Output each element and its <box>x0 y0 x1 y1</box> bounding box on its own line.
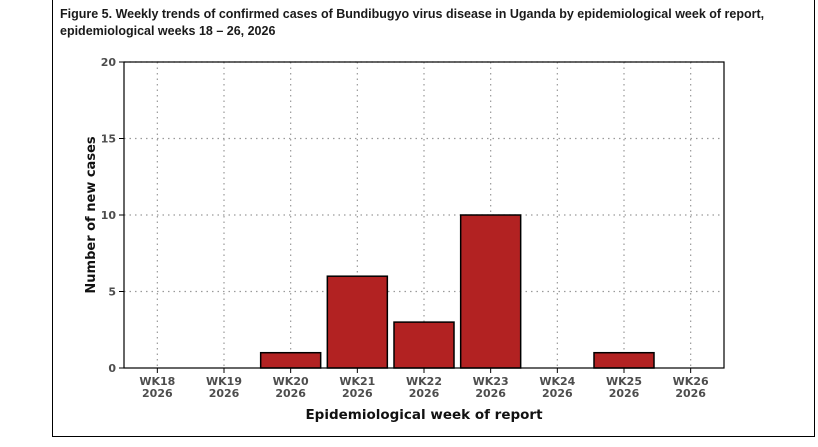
x-tick-year: 2026 <box>409 387 440 400</box>
figure-title: Figure 5. Weekly trends of confirmed cas… <box>60 7 765 38</box>
y-tick-label: 0 <box>108 362 116 375</box>
x-tick-year: 2026 <box>342 387 373 400</box>
x-tick-label: WK23 2026 <box>473 375 509 400</box>
x-tick-label: WK19 2026 <box>206 375 242 400</box>
x-tick-week: WK24 <box>539 375 575 388</box>
y-tick-label: 10 <box>101 209 117 222</box>
x-tick-week: WK18 <box>139 375 175 388</box>
x-tick-label: WK21 2026 <box>339 375 375 400</box>
x-tick-year: 2026 <box>609 387 640 400</box>
y-tick-label: 15 <box>101 133 116 146</box>
y-axis-ticks: 0 5 10 15 20 <box>101 56 124 375</box>
x-tick-week: WK22 <box>406 375 442 388</box>
x-tick-year: 2026 <box>275 387 306 400</box>
bar-wk20 <box>259 351 322 369</box>
x-tick-year: 2026 <box>675 387 706 400</box>
x-tick-year: 2026 <box>142 387 173 400</box>
x-tick-label: WK24 2026 <box>539 375 575 400</box>
bar-wk23 <box>459 214 522 369</box>
y-tick-label: 20 <box>101 56 117 69</box>
x-tick-label: WK22 2026 <box>406 375 442 400</box>
x-axis-label: Epidemiological week of report <box>305 407 543 423</box>
y-axis-label: Number of new cases <box>84 136 99 293</box>
x-tick-week: WK25 <box>606 375 642 388</box>
figure-frame <box>52 0 815 437</box>
x-tick-week: WK23 <box>473 375 509 388</box>
bar-wk22 <box>393 321 455 369</box>
x-tick-label: WK26 2026 <box>673 375 709 400</box>
bars <box>259 214 655 369</box>
bar-wk25 <box>593 351 655 369</box>
x-tick-year: 2026 <box>542 387 573 400</box>
y-tick-label: 5 <box>108 286 116 299</box>
x-tick-week: WK26 <box>673 375 709 388</box>
x-tick-week: WK21 <box>339 375 375 388</box>
x-tick-week: WK19 <box>206 375 242 388</box>
x-tick-year: 2026 <box>475 387 506 400</box>
x-tick-label: WK25 2026 <box>606 375 642 400</box>
x-tick-year: 2026 <box>209 387 240 400</box>
bar-wk21 <box>326 275 389 369</box>
x-tick-label: WK18 2026 <box>139 375 175 400</box>
x-tick-week: WK20 <box>273 375 309 388</box>
x-tick-label: WK20 2026 <box>273 375 309 400</box>
